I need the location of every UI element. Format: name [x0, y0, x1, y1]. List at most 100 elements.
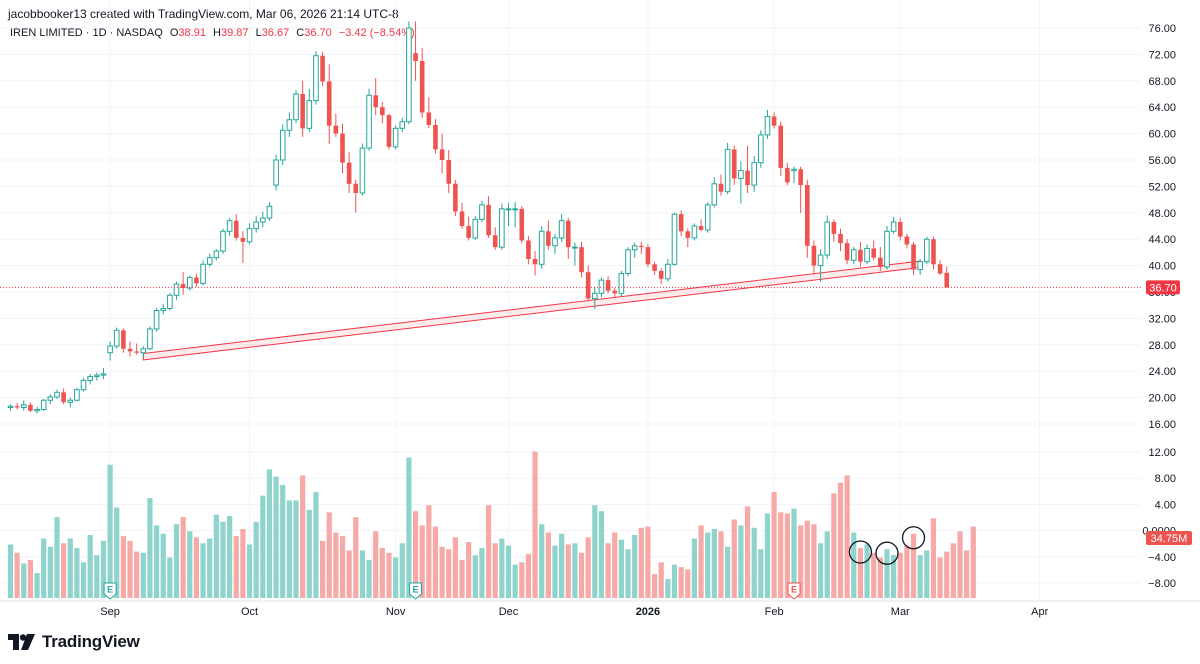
- volume-bar: [851, 532, 857, 598]
- time-axis-label: Dec: [499, 606, 519, 618]
- price-tick-label: 60.00: [1148, 129, 1176, 141]
- candle-body: [526, 240, 531, 259]
- candle-body: [844, 243, 850, 261]
- candle-body: [180, 284, 186, 289]
- volume-bar: [771, 492, 777, 598]
- publisher-line: jacobbooker13 created with TradingView.c…: [8, 7, 399, 21]
- candle-body: [87, 375, 93, 381]
- candle-body: [618, 273, 625, 294]
- volume-bar: [519, 562, 525, 598]
- volume-bar: [359, 550, 366, 598]
- price-tick-label: 20.00: [1148, 393, 1176, 405]
- volume-bar: [758, 549, 764, 598]
- volume-bar: [273, 476, 279, 598]
- tradingview-logo[interactable]: TradingView: [8, 632, 140, 652]
- volume-bar: [751, 527, 757, 598]
- price-tick-label: 44.00: [1148, 234, 1176, 246]
- volume-bar: [21, 563, 27, 598]
- volume-bar: [625, 549, 631, 598]
- candle-body: [572, 246, 578, 249]
- volume-bar: [525, 553, 532, 598]
- volume-bar: [220, 521, 226, 598]
- volume-bar: [598, 511, 605, 598]
- volume-bar: [452, 537, 458, 598]
- volume-bar: [651, 574, 658, 598]
- candle-body: [685, 231, 691, 238]
- candle-body: [698, 226, 704, 230]
- volume-bar: [147, 498, 153, 598]
- candle-body: [153, 309, 160, 330]
- candle-body: [246, 228, 253, 243]
- volume-bar: [877, 557, 883, 598]
- volume-bar: [665, 578, 671, 598]
- volume-bar: [764, 513, 771, 598]
- candle-body: [805, 185, 810, 246]
- candle-body: [167, 294, 173, 309]
- volume-bar: [213, 514, 219, 598]
- low-value: 36.67: [261, 27, 290, 39]
- volume-bar: [705, 532, 711, 598]
- volume-bar: [970, 526, 976, 598]
- time-axis-label: Apr: [1031, 606, 1048, 618]
- time-axis-label: 2026: [636, 606, 660, 618]
- candle-body: [598, 279, 605, 294]
- high-value: 39.87: [220, 27, 249, 39]
- candle-body: [253, 221, 259, 230]
- price-tick-label: 56.00: [1148, 155, 1176, 167]
- candle-body: [838, 233, 843, 244]
- volume-bar: [160, 533, 166, 598]
- candle-body: [824, 221, 831, 256]
- price-tick-label: 48.00: [1148, 208, 1176, 220]
- candle-body: [266, 205, 273, 219]
- earnings-marker-shape: [103, 582, 117, 600]
- candle-body: [811, 245, 817, 266]
- candle-body: [54, 391, 60, 398]
- last-price-label: 36.70: [1149, 282, 1177, 294]
- candle-body: [286, 119, 293, 131]
- volume-bar: [80, 562, 87, 598]
- volume-bar: [7, 544, 14, 598]
- candle-body: [107, 345, 113, 354]
- candle-body: [260, 217, 266, 223]
- volume-bar: [107, 464, 113, 598]
- candle-body: [791, 168, 797, 172]
- candle-body: [306, 100, 313, 129]
- candle-body: [505, 208, 512, 211]
- candle-body: [453, 183, 458, 212]
- candle-body: [413, 53, 418, 61]
- low-label: L: [255, 27, 262, 39]
- candle-body: [279, 129, 286, 161]
- volume-bar: [280, 484, 286, 598]
- volume-bar: [864, 544, 870, 598]
- open-value: 38.91: [178, 27, 206, 39]
- candle-body: [326, 81, 332, 126]
- candle-body: [492, 235, 498, 248]
- volume-bar: [233, 536, 239, 598]
- volume-bar: [930, 518, 937, 598]
- price-tick-label: 24.00: [1148, 366, 1176, 378]
- candle-body: [665, 263, 671, 280]
- candle-body: [340, 133, 345, 163]
- volume-bar: [200, 543, 206, 598]
- volume-bar: [432, 526, 439, 598]
- candle-body: [47, 396, 54, 401]
- candle-body: [785, 167, 790, 183]
- candle-body: [226, 220, 233, 232]
- candle-body: [944, 272, 950, 288]
- candle-body: [80, 379, 87, 391]
- candle-body: [20, 404, 27, 408]
- candle-body: [558, 220, 565, 239]
- candle-body: [373, 95, 378, 108]
- volume-bar: [41, 538, 47, 598]
- earnings-marker: E: [409, 582, 423, 600]
- candle-body: [911, 244, 916, 270]
- candle-body: [704, 204, 711, 231]
- volume-bar: [791, 508, 797, 598]
- volume-tick-label: −8.00: [1148, 578, 1176, 590]
- volume-bar: [837, 482, 844, 598]
- candle-body: [399, 121, 406, 129]
- candle-body: [678, 214, 684, 232]
- last-price-badge: [1146, 280, 1180, 295]
- volume-bar: [678, 567, 684, 598]
